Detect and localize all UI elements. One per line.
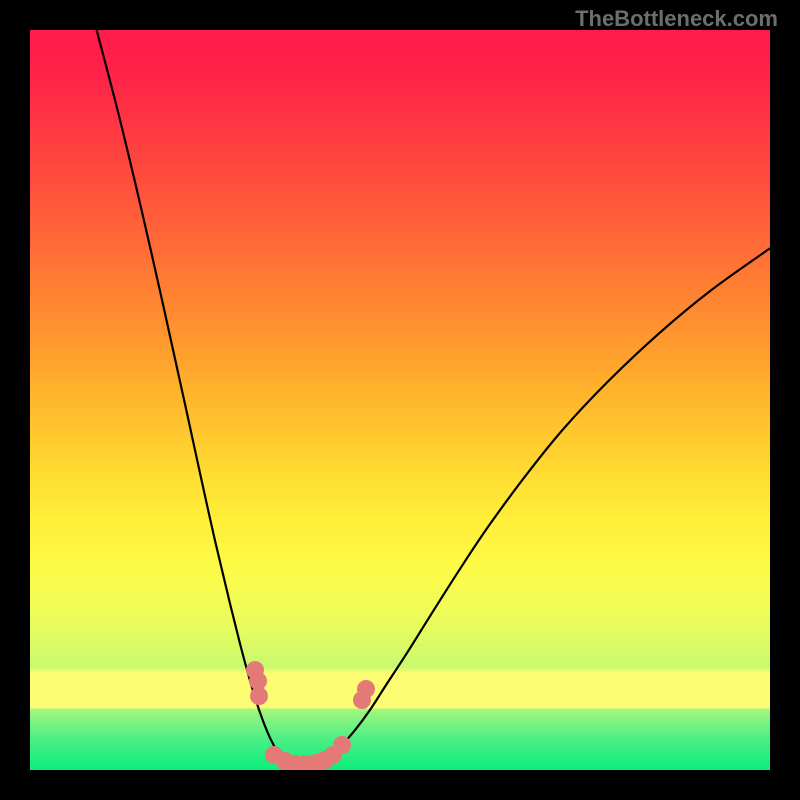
curve-left: [97, 30, 301, 770]
data-marker: [357, 680, 375, 698]
data-marker: [333, 736, 351, 754]
plot-area: [30, 30, 770, 770]
watermark-label: TheBottleneck.com: [575, 6, 778, 32]
data-marker: [250, 687, 268, 705]
bottleneck-curve: [30, 30, 770, 770]
